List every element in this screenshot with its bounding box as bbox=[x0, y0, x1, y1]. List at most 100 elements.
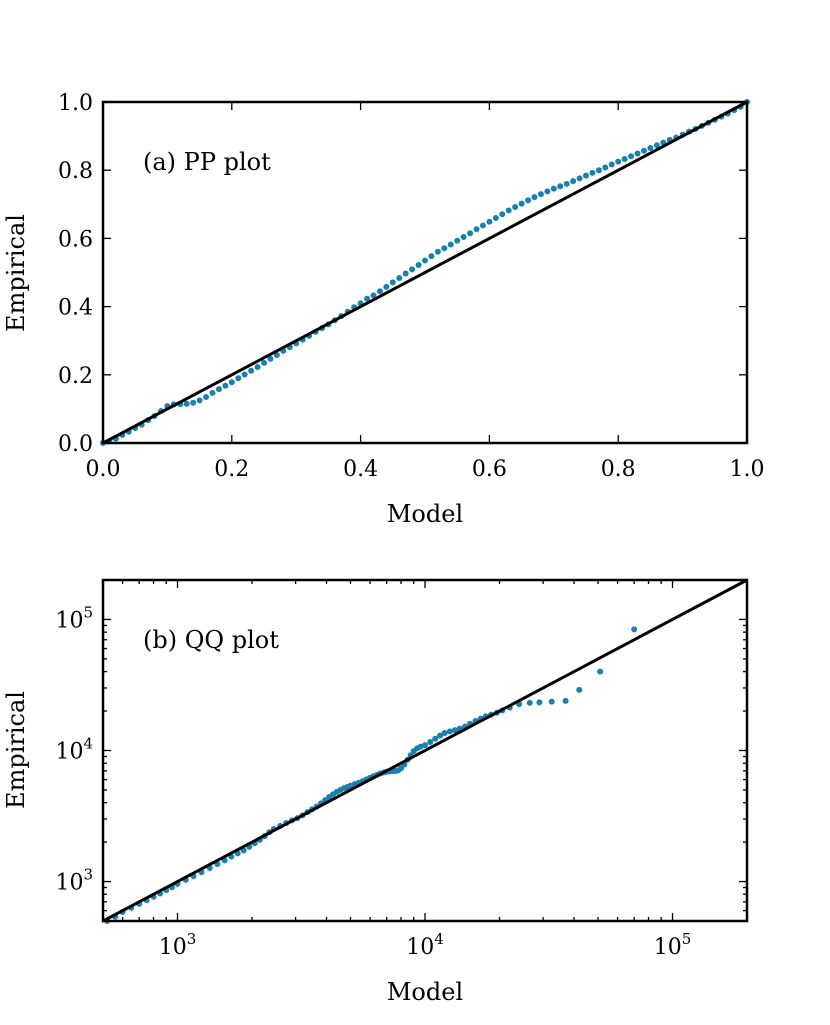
data-point bbox=[422, 742, 428, 749]
data-point bbox=[499, 211, 506, 218]
y-tick-label: 103 bbox=[55, 866, 93, 896]
data-point bbox=[437, 732, 444, 739]
data-point bbox=[190, 399, 197, 406]
pp-plot-frame bbox=[101, 100, 749, 445]
data-point bbox=[634, 150, 641, 157]
qq-plot-panel: 103 104 105 103 104 105 (b) QQ plot Model Emp… bbox=[2, 578, 749, 1006]
pp-y-axis-label: Empirical bbox=[2, 214, 30, 332]
data-point bbox=[536, 699, 543, 706]
data-point bbox=[446, 728, 453, 735]
y-tick-exponent: 3 bbox=[83, 866, 93, 884]
x-tick-label: 0.8 bbox=[601, 457, 636, 482]
y-tick-label: 0.6 bbox=[58, 227, 93, 252]
x-tick-exponent: 5 bbox=[682, 930, 692, 948]
data-point bbox=[451, 727, 458, 734]
data-point bbox=[537, 191, 544, 198]
x-tick-exponent: 4 bbox=[434, 930, 444, 948]
x-tick-label: 103 bbox=[159, 930, 197, 960]
data-point bbox=[370, 292, 377, 299]
y-tick-label: 0.2 bbox=[58, 364, 93, 389]
y-tick-label: 0.0 bbox=[58, 432, 93, 457]
data-point bbox=[402, 270, 409, 277]
qq-y-axis-label: Empirical bbox=[2, 691, 30, 809]
data-point bbox=[562, 697, 569, 704]
data-point bbox=[570, 178, 577, 185]
data-point bbox=[447, 241, 454, 248]
data-point bbox=[467, 230, 474, 237]
x-tick-label: 0.0 bbox=[86, 457, 121, 482]
data-point bbox=[631, 626, 638, 633]
y-tick-label: 105 bbox=[55, 603, 93, 633]
data-point bbox=[434, 248, 441, 255]
data-point bbox=[228, 379, 235, 386]
data-point bbox=[454, 237, 461, 244]
data-point bbox=[550, 185, 557, 192]
data-point bbox=[512, 204, 519, 211]
data-point bbox=[589, 169, 596, 176]
data-point bbox=[479, 222, 486, 229]
pp-plot-ticks: 0.0 0.2 0.4 0.6 0.8 1.0 0.0 0.2 0.4 0.6 0.8 1.0 bbox=[58, 91, 765, 482]
data-point bbox=[215, 386, 222, 393]
data-point bbox=[563, 180, 570, 187]
x-tick-label: 0.6 bbox=[472, 457, 507, 482]
data-point bbox=[396, 274, 403, 281]
y-tick-label: 0.4 bbox=[58, 296, 93, 321]
data-point bbox=[621, 155, 628, 162]
data-point bbox=[583, 172, 589, 179]
x-tick-exponent: 3 bbox=[187, 930, 197, 948]
data-point bbox=[505, 207, 512, 214]
data-point bbox=[389, 279, 396, 286]
data-point bbox=[628, 153, 635, 160]
data-point bbox=[267, 355, 274, 362]
data-point bbox=[428, 253, 435, 260]
y-tick-label: 0.8 bbox=[58, 159, 93, 184]
pp-reference-line bbox=[102, 100, 748, 445]
data-point bbox=[525, 197, 532, 204]
data-point bbox=[441, 245, 448, 252]
qq-x-axis-label: Model bbox=[387, 978, 463, 1006]
data-point bbox=[576, 686, 583, 693]
x-tick-label: 1.0 bbox=[730, 457, 765, 482]
data-point bbox=[409, 266, 416, 273]
data-point bbox=[222, 382, 229, 389]
data-point bbox=[415, 262, 422, 268]
data-point bbox=[460, 234, 467, 241]
data-point bbox=[183, 400, 190, 407]
y-tick-exponent: 4 bbox=[83, 735, 93, 753]
data-point bbox=[557, 183, 564, 190]
pp-plot-annotation: (a) PP plot bbox=[143, 148, 271, 176]
data-point bbox=[653, 142, 660, 149]
data-point bbox=[235, 375, 242, 382]
data-point bbox=[427, 739, 434, 746]
data-point bbox=[526, 699, 533, 706]
data-point bbox=[432, 735, 439, 742]
data-point bbox=[254, 363, 261, 370]
pp-plot-panel: 0.0 0.2 0.4 0.6 0.8 1.0 0.0 0.2 0.4 0.6 0.8 1.0 (a)… bbox=[2, 91, 765, 528]
qq-plot-annotation: (b) QQ plot bbox=[143, 626, 279, 654]
data-point bbox=[422, 257, 428, 264]
data-point bbox=[486, 218, 493, 225]
data-point bbox=[376, 288, 383, 295]
y-tick-exponent: 5 bbox=[83, 603, 93, 621]
pp-x-axis-label: Model bbox=[387, 500, 463, 528]
data-point bbox=[241, 371, 248, 378]
data-point bbox=[518, 200, 525, 207]
data-point bbox=[473, 226, 480, 233]
data-point bbox=[209, 389, 216, 396]
data-point bbox=[615, 158, 622, 165]
data-point bbox=[196, 397, 203, 404]
data-point bbox=[364, 295, 371, 302]
x-tick-label: 0.2 bbox=[214, 457, 249, 482]
y-tick-label: 104 bbox=[55, 735, 93, 765]
y-tick-label: 1.0 bbox=[58, 91, 93, 116]
data-point bbox=[597, 668, 604, 675]
data-point bbox=[548, 698, 555, 705]
data-point bbox=[608, 161, 615, 168]
data-point bbox=[640, 147, 647, 154]
data-point bbox=[576, 175, 583, 182]
x-tick-label: 0.4 bbox=[343, 457, 378, 482]
x-tick-label: 104 bbox=[406, 930, 444, 960]
data-point bbox=[203, 393, 210, 400]
data-point bbox=[647, 145, 654, 152]
data-point bbox=[383, 283, 390, 290]
